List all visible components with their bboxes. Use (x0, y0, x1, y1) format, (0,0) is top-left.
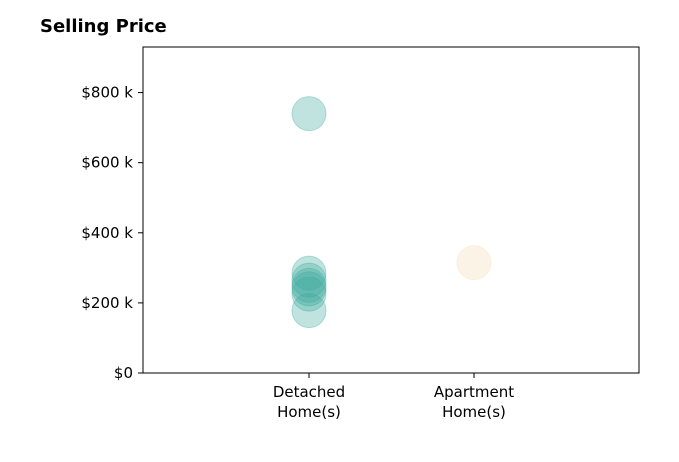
data-point (291, 262, 327, 298)
data-point (291, 255, 327, 291)
data-point (456, 245, 492, 281)
y-tick-label: $800 k (81, 84, 133, 102)
x-tick-label: Detached Home(s) (273, 383, 345, 421)
data-point (291, 96, 327, 132)
x-tick-label-line: Home(s) (277, 403, 341, 421)
x-tick-label-line: Detached (273, 383, 345, 401)
data-point (291, 293, 327, 329)
y-tick-label: $600 k (81, 154, 133, 172)
x-tick-label: Apartment Home(s) (434, 383, 514, 421)
y-axis: $0 $200 k $400 k $600 k $800 k (81, 84, 143, 382)
data-point (291, 267, 327, 303)
y-tick-label: $0 (114, 364, 133, 382)
x-tick-label-line: Apartment (434, 383, 514, 401)
x-tick-label-line: Home(s) (442, 403, 506, 421)
data-points (291, 96, 492, 329)
data-point (291, 271, 327, 307)
chart-title: Selling Price (40, 16, 167, 37)
plot-frame (142, 46, 640, 374)
data-point (291, 276, 327, 312)
x-axis: Detached Home(s) Apartment Home(s) (273, 373, 514, 421)
y-tick-label: $400 k (81, 224, 133, 242)
y-tick-label: $200 k (81, 294, 133, 312)
